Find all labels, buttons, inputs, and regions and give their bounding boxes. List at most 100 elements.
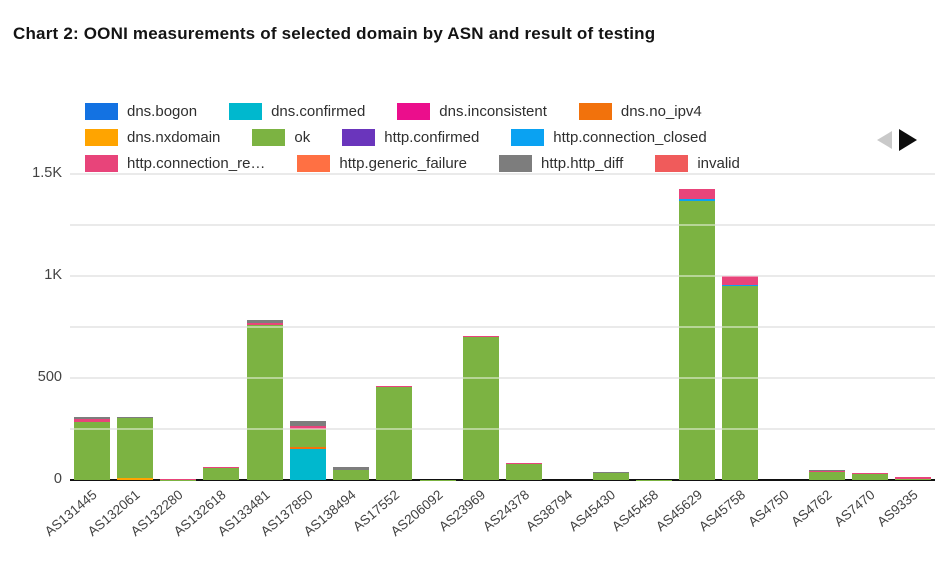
bar-segment-ok[interactable] — [246, 324, 283, 480]
bar-segment-http.connection_re…[interactable] — [246, 322, 283, 325]
bar-segment-http.connection_re…[interactable] — [73, 419, 110, 422]
bar-segment-http.connection_re…[interactable] — [679, 189, 716, 199]
bar-column-AS45629[interactable] — [676, 174, 719, 480]
legend-row: dns.bogon dns.confirmed dns.inconsistent dn… — [85, 98, 740, 124]
legend-swatch-icon — [499, 154, 533, 172]
legend-item-dns.no_ipv4[interactable]: dns.no_ipv4 — [578, 102, 702, 120]
bar-segment-http.connection_re…[interactable] — [462, 336, 499, 338]
bar-segment-http.connection_re…[interactable] — [203, 466, 240, 468]
bar-segment-dns.confirmed[interactable] — [289, 449, 326, 480]
bar-segment-ok[interactable] — [73, 421, 110, 480]
legend-item-dns.bogon[interactable]: dns.bogon — [85, 102, 197, 120]
legend-item-dns.inconsistent[interactable]: dns.inconsistent — [397, 102, 547, 120]
bar-segment-http.connection_closed[interactable] — [679, 198, 716, 201]
bar-column-AS206092[interactable] — [416, 174, 459, 480]
plot-area — [70, 173, 935, 480]
x-axis-labels: AS131445 AS132061 AS132280 AS132618 AS133481… — [41, 482, 935, 560]
y-axis-tick-label: 1K — [44, 267, 62, 283]
bar-segment-http.connection_re…[interactable] — [808, 471, 845, 473]
legend-item-label: http.generic_failure — [339, 154, 468, 172]
bar-segment-ok[interactable] — [203, 467, 240, 480]
bar-segment-dns.no_ipv4[interactable] — [289, 446, 326, 450]
bar-column-AS45430[interactable] — [589, 174, 632, 480]
legend-item-label: http.connection_closed — [553, 128, 707, 146]
bar-segment-ok[interactable] — [592, 473, 629, 480]
bar-segment-ok[interactable] — [852, 474, 889, 480]
bar-segment-ok[interactable] — [462, 337, 499, 480]
legend-swatch-icon — [85, 128, 118, 146]
bar-segment-http.http_diff[interactable] — [592, 472, 629, 474]
bar-column-AS23969[interactable] — [459, 174, 502, 480]
legend-item-http.http_diff[interactable]: http.http_diff — [499, 154, 624, 172]
legend-item-label: http.http_diff — [541, 154, 624, 172]
bar-segment-http.connection_re…[interactable] — [722, 275, 759, 285]
x-axis-label: AS4750 — [744, 487, 792, 530]
x-axis-label: AS45629 — [652, 487, 705, 535]
bar-column-AS45458[interactable] — [632, 174, 675, 480]
bar-column-AS45758[interactable] — [719, 174, 762, 480]
y-axis-tick-label: 0 — [53, 471, 62, 487]
legend-item-dns.nxdomain[interactable]: dns.nxdomain — [85, 128, 221, 146]
legend-item-label: http.connection_re… — [127, 154, 266, 172]
bar-segment-ok[interactable] — [289, 428, 326, 447]
bar-column-AS132061[interactable] — [113, 174, 156, 480]
legend-item-dns.confirmed[interactable]: dns.confirmed — [229, 102, 365, 120]
x-axis-label: AS24378 — [479, 487, 532, 535]
bar-column-AS132280[interactable] — [157, 174, 200, 480]
legend-swatch-icon — [511, 128, 545, 146]
legend-prev-icon[interactable] — [877, 131, 892, 149]
legend-item-label: dns.no_ipv4 — [620, 102, 702, 120]
bar-column-AS137850[interactable] — [286, 174, 329, 480]
legend-item-http.connection_re…[interactable]: http.connection_re… — [85, 154, 266, 172]
bar-column-AS7470[interactable] — [849, 174, 892, 480]
legend-item-http.confirmed[interactable]: http.confirmed — [342, 128, 480, 146]
chart-title: Chart 2: OONI measurements of selected d… — [13, 24, 656, 43]
bar-segment-dns.nxdomain[interactable] — [116, 478, 153, 480]
bar-column-AS138494[interactable] — [330, 174, 373, 480]
bar-segment-ok[interactable] — [679, 200, 716, 480]
gridline — [70, 326, 935, 328]
bar-column-AS9335[interactable] — [892, 174, 935, 480]
gridline — [70, 428, 935, 430]
bar-segment-http.http_diff[interactable] — [73, 417, 110, 420]
bar-column-AS133481[interactable] — [243, 174, 286, 480]
legend-swatch-icon — [578, 102, 612, 120]
bar-column-AS24378[interactable] — [503, 174, 546, 480]
bar-column-AS131445[interactable] — [70, 174, 113, 480]
x-axis-label: AS7470 — [831, 487, 878, 530]
bar-segment-http.http_diff[interactable] — [246, 320, 283, 323]
y-axis-tick-label: 500 — [37, 369, 62, 385]
legend-item-label: dns.nxdomain — [127, 128, 221, 146]
x-axis-label: AS9335 — [874, 487, 922, 530]
bar-segment-http.connection_re…[interactable] — [506, 463, 543, 465]
legend-item-label: http.confirmed — [384, 128, 480, 146]
legend-item-invalid[interactable]: invalid — [655, 154, 740, 172]
legend-item-ok[interactable]: ok — [252, 128, 310, 146]
bar-column-AS4762[interactable] — [805, 174, 848, 480]
bar-segment-ok[interactable] — [506, 464, 543, 480]
legend-next-icon[interactable] — [899, 129, 917, 151]
legend-swatch-icon — [252, 128, 286, 146]
legend: dns.bogon dns.confirmed dns.inconsistent dn… — [85, 98, 740, 176]
bar-segment-ok[interactable] — [722, 286, 759, 480]
bar-column-AS38794[interactable] — [546, 174, 589, 480]
bar-column-AS17552[interactable] — [373, 174, 416, 480]
bar-segment-http.http_diff[interactable] — [289, 421, 326, 426]
bar-column-AS132618[interactable] — [200, 174, 243, 480]
bar-segment-http.http_diff[interactable] — [808, 470, 845, 472]
bar-segment-http.connection_re…[interactable] — [895, 477, 932, 479]
bar-segment-http.http_diff[interactable] — [116, 416, 153, 419]
bar-segment-http.http_diff[interactable] — [333, 467, 370, 470]
bar-segment-http.connection_re…[interactable] — [852, 472, 889, 475]
bar-segment-http.connection_re…[interactable] — [289, 425, 326, 429]
legend-item-http.generic_failure[interactable]: http.generic_failure — [297, 154, 468, 172]
bar-segment-ok[interactable] — [376, 387, 413, 480]
bar-segment-http.connection_re…[interactable] — [376, 386, 413, 388]
legend-item-http.connection_closed[interactable]: http.connection_closed — [511, 128, 707, 146]
bar-segment-ok[interactable] — [895, 478, 932, 480]
bar-segment-ok[interactable] — [333, 469, 370, 480]
bar-column-AS4750[interactable] — [762, 174, 805, 480]
bar-segment-http.connection_closed[interactable] — [722, 284, 759, 287]
bar-segment-ok[interactable] — [116, 418, 153, 479]
bar-segment-ok[interactable] — [808, 472, 845, 480]
